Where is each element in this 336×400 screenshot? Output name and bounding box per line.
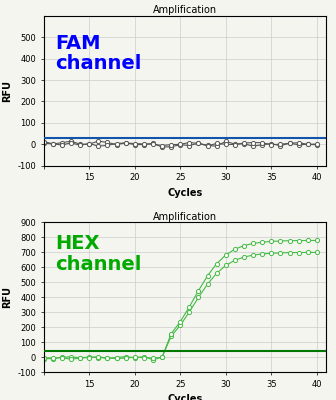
Title: Amplification: Amplification [153,212,217,222]
Y-axis label: RFU: RFU [2,80,12,102]
X-axis label: Cycles: Cycles [167,394,202,400]
Title: Amplification: Amplification [153,5,217,15]
Text: HEX
channel: HEX channel [55,234,141,274]
Y-axis label: RFU: RFU [2,286,12,308]
Text: FAM
channel: FAM channel [55,34,141,74]
X-axis label: Cycles: Cycles [167,188,202,198]
